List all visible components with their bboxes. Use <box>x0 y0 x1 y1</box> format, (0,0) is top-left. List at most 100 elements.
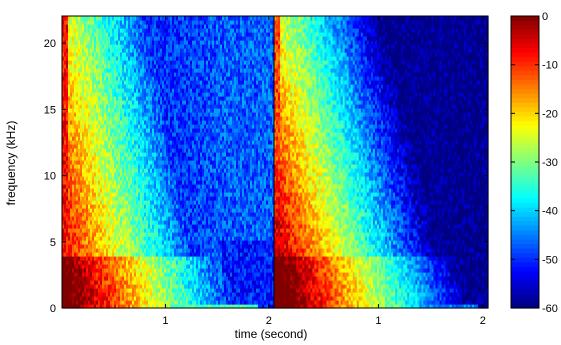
spectrogram-cell <box>80 188 83 193</box>
spectrogram-cell <box>70 228 73 233</box>
spectrogram-cell <box>94 176 97 181</box>
spectrogram-cell <box>76 20 79 25</box>
spectrogram-cell <box>78 288 81 293</box>
spectrogram-cell <box>86 92 89 97</box>
spectrogram-cell <box>78 176 81 181</box>
spectrogram-cell <box>80 304 83 309</box>
spectrogram-cell <box>74 204 77 209</box>
spectrogram-cell <box>94 264 97 269</box>
spectrogram-cell <box>78 272 81 277</box>
spectrogram-cell <box>64 40 67 45</box>
spectrogram-cell <box>64 132 67 137</box>
spectrogram-cell <box>84 72 87 77</box>
spectrogram-cell <box>78 276 81 281</box>
spectrogram-cell <box>78 80 81 85</box>
spectrogram-cell <box>74 120 77 125</box>
spectrogram-cell <box>94 196 97 201</box>
spectrogram-cell <box>76 36 79 41</box>
spectrogram-cell <box>90 228 93 233</box>
spectrogram-cell <box>62 32 65 37</box>
spectrogram-cell <box>80 20 83 25</box>
spectrogram-cell <box>66 40 69 45</box>
spectrogram-cell <box>88 68 91 73</box>
spectrogram-cell <box>86 68 89 73</box>
spectrogram-cell <box>72 200 75 205</box>
spectrogram-cell <box>66 136 69 141</box>
spectrogram-cell <box>74 304 77 309</box>
spectrogram-cell <box>90 264 93 269</box>
spectrogram-cell <box>62 240 65 245</box>
spectrogram-cell <box>94 292 97 297</box>
spectrogram-cell <box>78 100 81 105</box>
spectrogram-cell <box>64 56 67 61</box>
spectrogram-cell <box>64 76 67 81</box>
spectrogram-cell <box>94 180 97 185</box>
spectrogram-cell <box>64 216 67 221</box>
spectrogram-cell <box>86 44 89 49</box>
spectrogram-cell <box>84 132 87 137</box>
spectrogram-cell <box>80 176 83 181</box>
spectrogram-cell <box>88 88 91 93</box>
spectrogram-cell <box>66 244 69 249</box>
spectrogram-cell <box>86 40 89 45</box>
spectrogram-cell <box>74 108 77 113</box>
spectrogram-cell <box>90 184 93 189</box>
spectrogram-cell <box>72 124 75 129</box>
spectrogram-cell <box>68 296 71 301</box>
spectrogram-cell <box>80 196 83 201</box>
spectrogram-cell <box>92 276 95 281</box>
spectrogram-cell <box>72 184 75 189</box>
spectrogram-cell <box>74 260 77 265</box>
spectrogram-cell <box>70 216 73 221</box>
spectrogram-cell <box>80 236 83 241</box>
spectrogram-cell <box>90 140 93 145</box>
spectrogram-cell <box>68 92 71 97</box>
spectrogram-cell <box>82 240 85 245</box>
spectrogram-cell <box>94 300 97 305</box>
spectrogram-cell <box>84 272 87 277</box>
spectrogram-cell <box>64 60 67 65</box>
spectrogram-cell <box>64 64 67 69</box>
spectrogram-cell <box>82 256 85 261</box>
spectrogram-cell <box>76 292 79 297</box>
spectrogram-cell <box>82 128 85 133</box>
spectrogram-cell <box>62 236 65 241</box>
spectrogram-cell <box>76 300 79 305</box>
spectrogram-cell <box>90 96 93 101</box>
spectrogram-cell <box>70 280 73 285</box>
spectrogram-cell <box>62 260 65 265</box>
spectrogram-cell <box>72 212 75 217</box>
spectrogram-cell <box>90 60 93 65</box>
spectrogram-cell <box>64 200 67 205</box>
spectrogram-cell <box>94 272 97 277</box>
spectrogram-cell <box>86 304 89 309</box>
spectrogram-cell <box>84 16 87 21</box>
spectrogram-cell <box>64 276 67 281</box>
spectrogram-cell <box>62 148 65 153</box>
spectrogram-cell <box>76 44 79 49</box>
spectrogram-cell <box>66 68 69 73</box>
spectrogram-cell <box>88 256 91 261</box>
spectrogram-cell <box>90 220 93 225</box>
spectrogram-cell <box>86 256 89 261</box>
spectrogram-cell <box>90 68 93 73</box>
spectrogram-cell <box>82 172 85 177</box>
spectrogram-cell <box>78 144 81 149</box>
spectrogram-cell <box>88 192 91 197</box>
spectrogram-cell <box>82 120 85 125</box>
spectrogram-cell <box>62 140 65 145</box>
spectrogram-cell <box>70 64 73 69</box>
spectrogram-cell <box>64 184 67 189</box>
spectrogram-cell <box>66 248 69 253</box>
spectrogram-cell <box>74 112 77 117</box>
spectrogram-cell <box>74 88 77 93</box>
spectrogram-cell <box>66 132 69 137</box>
spectrogram-cell <box>72 204 75 209</box>
spectrogram-cell <box>64 228 67 233</box>
spectrogram-cell <box>84 76 87 81</box>
spectrogram-cell <box>78 280 81 285</box>
spectrogram-cell <box>76 120 79 125</box>
spectrogram-cell <box>74 128 77 133</box>
spectrogram-cell <box>68 52 71 57</box>
spectrogram-cell <box>86 104 89 109</box>
